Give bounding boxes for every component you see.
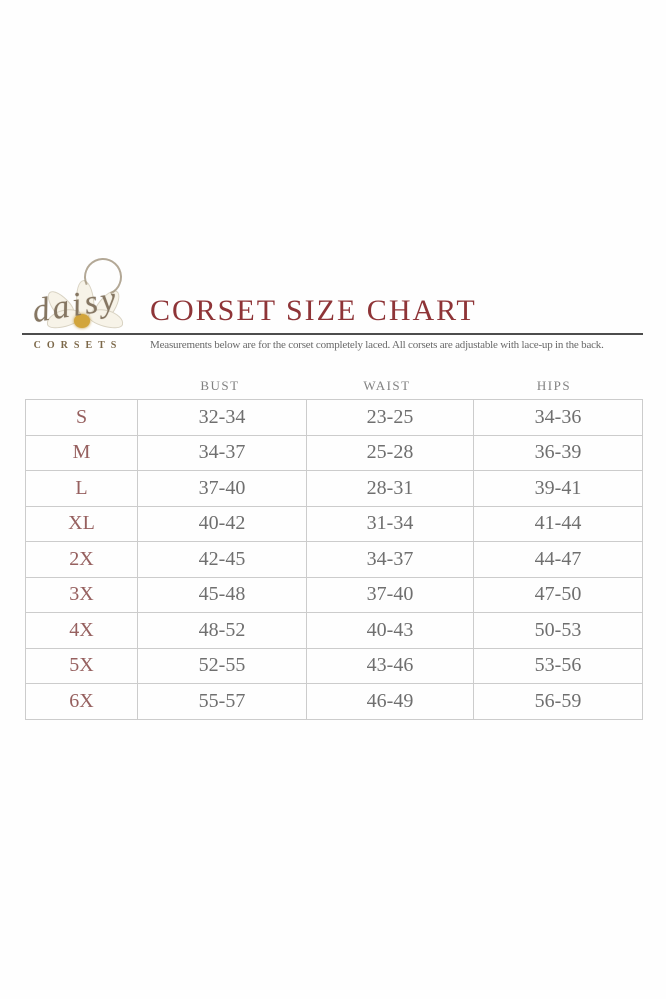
bust-cell: 37-40 (137, 470, 307, 507)
column-header-waist: WAIST (363, 378, 411, 393)
bust-cell: 32-34 (137, 399, 307, 436)
table-row: L 37-40 28-31 39-41 (25, 470, 643, 507)
hips-cell: 50-53 (473, 612, 643, 649)
chart-title: CORSET SIZE CHART (150, 294, 477, 327)
bust-cell: 48-52 (137, 612, 307, 649)
waist-cell: 46-49 (306, 683, 474, 720)
size-cell: XL (25, 505, 138, 542)
waist-cell: 23-25 (306, 399, 474, 436)
waist-cell: 34-37 (306, 541, 474, 578)
daisy-corsets-logo: daisy (18, 252, 146, 358)
column-header-bust: BUST (200, 378, 240, 393)
hips-cell: 44-47 (473, 541, 643, 578)
table-row: M 34-37 25-28 36-39 (25, 434, 643, 471)
table-row: XL 40-42 31-34 41-44 (25, 505, 643, 542)
column-header-hips: HIPS (536, 378, 572, 393)
waist-cell: 40-43 (306, 612, 474, 649)
size-table: S 32-34 23-25 34-36 M 34-37 25-28 36-39 … (25, 399, 643, 720)
size-cell: 4X (25, 612, 138, 649)
hips-cell: 34-36 (473, 399, 643, 436)
hips-cell: 47-50 (473, 576, 643, 613)
hips-cell: 41-44 (473, 505, 643, 542)
logo-script-text: daisy (29, 280, 122, 331)
size-cell: S (25, 399, 138, 436)
size-cell: M (25, 434, 138, 471)
table-row: 2X 42-45 34-37 44-47 (25, 541, 643, 578)
bust-cell: 55-57 (137, 683, 307, 720)
bust-cell: 52-55 (137, 647, 307, 684)
hips-cell: 56-59 (473, 683, 643, 720)
waist-cell: 28-31 (306, 470, 474, 507)
logo-corsets-text: corsets (33, 340, 123, 351)
table-row: 3X 45-48 37-40 47-50 (25, 576, 643, 613)
size-cell: 2X (25, 541, 138, 578)
size-cell: L (25, 470, 138, 507)
chart-subtitle: Measurements below are for the corset co… (150, 339, 604, 351)
bust-cell: 40-42 (137, 505, 307, 542)
size-cell: 6X (25, 683, 138, 720)
daisy-flower-center-icon (74, 314, 90, 328)
waist-cell: 31-34 (306, 505, 474, 542)
table-row: 6X 55-57 46-49 56-59 (25, 683, 643, 720)
table-row: S 32-34 23-25 34-36 (25, 399, 643, 436)
header-divider (22, 333, 643, 335)
waist-cell: 43-46 (306, 647, 474, 684)
waist-cell: 25-28 (306, 434, 474, 471)
hips-cell: 53-56 (473, 647, 643, 684)
waist-cell: 37-40 (306, 576, 474, 613)
table-row: 4X 48-52 40-43 50-53 (25, 612, 643, 649)
hips-cell: 39-41 (473, 470, 643, 507)
size-cell: 5X (25, 647, 138, 684)
size-cell: 3X (25, 576, 138, 613)
table-row: 5X 52-55 43-46 53-56 (25, 647, 643, 684)
bust-cell: 45-48 (137, 576, 307, 613)
bust-cell: 34-37 (137, 434, 307, 471)
hips-cell: 36-39 (473, 434, 643, 471)
bust-cell: 42-45 (137, 541, 307, 578)
